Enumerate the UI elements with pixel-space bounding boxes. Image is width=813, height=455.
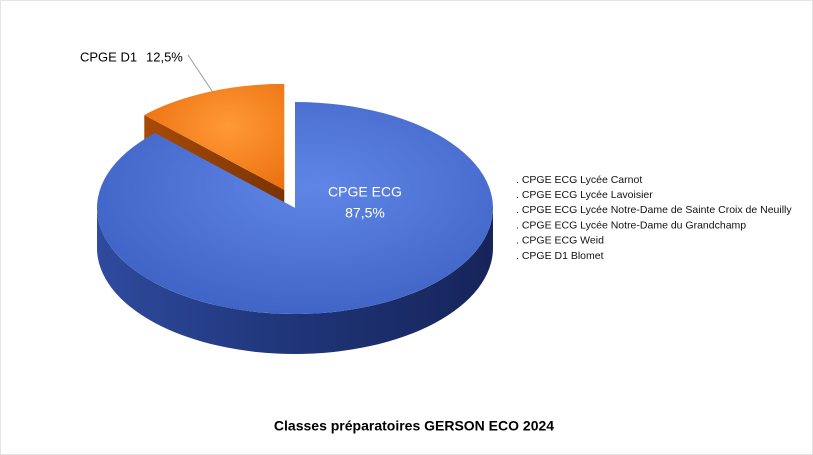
annotation: . CPGE ECG Lycée Lavoisier [516, 189, 653, 201]
data-label-value: 12,5% [146, 49, 183, 64]
data-label-name: CPGE D1 [80, 49, 137, 64]
slice [144, 83, 285, 190]
annotation: . CPGE ECG Lycée Notre-Dame du Grandcham… [516, 219, 746, 231]
slice [96, 102, 493, 314]
leader-line [187, 54, 215, 95]
annotation: . CPGE ECG Lycée Carnot [516, 174, 642, 186]
data-label-name: CPGE ECG [328, 184, 402, 200]
annotation: . CPGE ECG Weid [516, 235, 604, 247]
chart-title: Classes préparatoires GERSON ECO 2024 [274, 418, 554, 434]
annotations: . CPGE ECG Lycée Carnot . CPGE ECG Lycée … [516, 174, 792, 262]
annotation: . CPGE ECG Lycée Notre-Dame de Sainte Cr… [516, 204, 792, 216]
annotation: . CPGE D1 Blomet [516, 250, 604, 262]
pie [96, 83, 493, 354]
data-label-value: 87,5% [345, 205, 385, 221]
slice-rim [97, 208, 493, 354]
